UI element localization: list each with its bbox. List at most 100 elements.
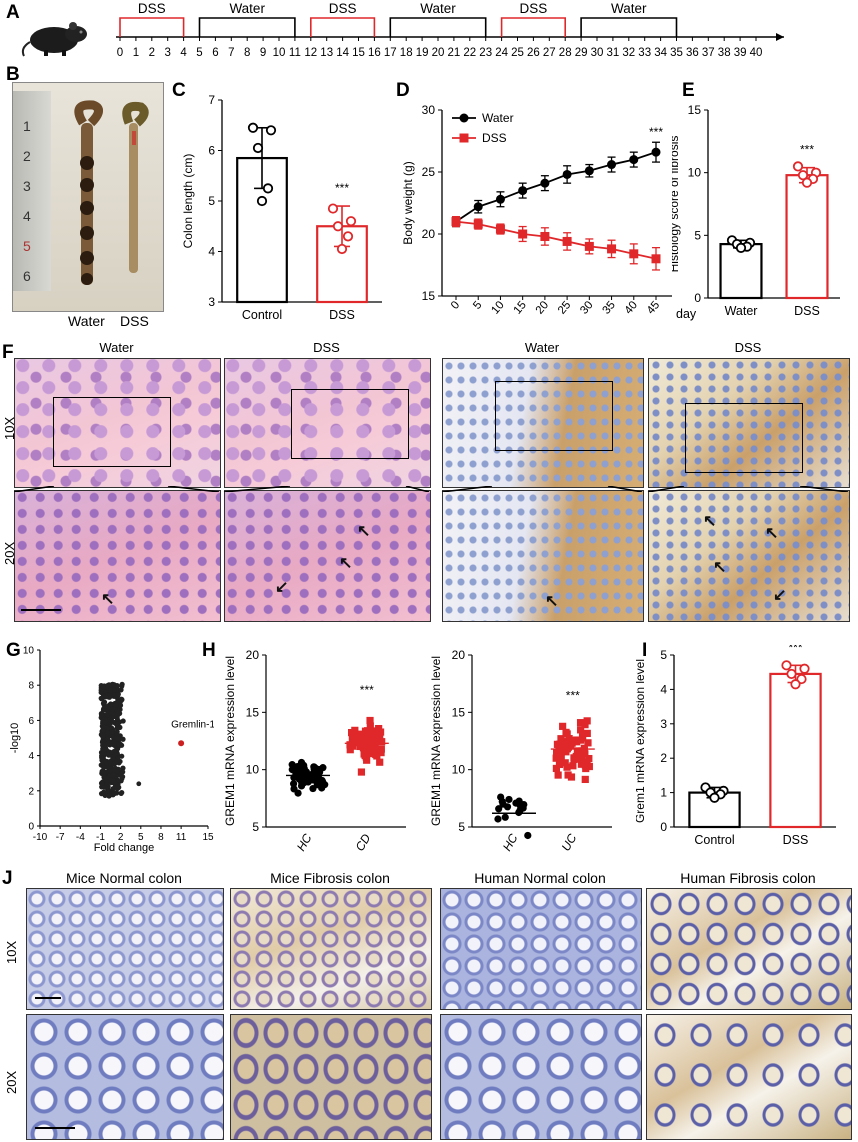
mice-normal-10x bbox=[26, 888, 224, 1010]
data-point bbox=[111, 682, 117, 688]
chart-grem1-dss: 0 1 2 3 4 5 Grem1 mRNA expression level Control… bbox=[636, 645, 836, 847]
arrow-icon: ↙ bbox=[773, 587, 787, 604]
day-label: 40 bbox=[750, 47, 763, 59]
highlight-label: Gremlin-1 bbox=[171, 719, 214, 730]
data-point bbox=[515, 808, 523, 817]
period-label: DSS bbox=[138, 1, 166, 16]
data-point bbox=[569, 762, 577, 770]
period-label: DSS bbox=[329, 1, 357, 16]
data-point bbox=[262, 183, 274, 194]
y-tick-label: 6 bbox=[208, 144, 215, 158]
data-point bbox=[562, 169, 572, 179]
data-point bbox=[578, 747, 586, 755]
data-point bbox=[118, 778, 124, 784]
data-point bbox=[312, 765, 320, 773]
data-point bbox=[110, 772, 116, 778]
data-point bbox=[111, 687, 117, 693]
data-point bbox=[578, 755, 586, 763]
day-label: 31 bbox=[607, 47, 620, 59]
day-label: 0 bbox=[117, 47, 123, 59]
data-point bbox=[574, 751, 583, 759]
arrow-icon: ↖ bbox=[357, 523, 371, 540]
x-tick-label: HC bbox=[500, 831, 521, 853]
data-point bbox=[115, 724, 121, 730]
panel-label-j: J bbox=[2, 868, 13, 889]
data-point bbox=[519, 804, 527, 812]
y-tick-label: 0 bbox=[660, 820, 667, 834]
scale-bar bbox=[35, 1127, 75, 1129]
day-label: 16 bbox=[368, 47, 381, 59]
x-tick-label: Control bbox=[694, 833, 734, 847]
day-label: 39 bbox=[734, 47, 747, 59]
data-point bbox=[106, 792, 113, 799]
data-point bbox=[494, 815, 502, 823]
data-point bbox=[374, 728, 382, 736]
he-dss-20x: ↖ ↖ ↙ bbox=[224, 490, 431, 622]
series-line bbox=[455, 151, 657, 223]
day-label: 28 bbox=[559, 47, 572, 59]
day-label: 5 bbox=[196, 47, 202, 59]
data-point bbox=[116, 784, 122, 790]
day-label: 6 bbox=[212, 47, 218, 59]
arrowhead-icon bbox=[776, 33, 784, 41]
data-point bbox=[117, 741, 124, 748]
data-point bbox=[103, 776, 109, 782]
data-point bbox=[495, 805, 503, 813]
y-tick-label: 20 bbox=[452, 648, 466, 662]
data-point bbox=[103, 704, 110, 710]
y-tick-label: 10 bbox=[23, 646, 35, 657]
day-label: 8 bbox=[244, 47, 250, 59]
x-axis-unit: day bbox=[676, 307, 697, 321]
data-point bbox=[583, 717, 591, 725]
x-tick-label: 8 bbox=[158, 832, 164, 843]
day-label: 23 bbox=[479, 47, 492, 59]
data-point bbox=[368, 727, 376, 735]
panel-label-g: G bbox=[6, 640, 21, 661]
x-axis-label: Fold change bbox=[94, 842, 155, 854]
data-point bbox=[651, 147, 661, 157]
data-point bbox=[351, 726, 359, 734]
period-label: DSS bbox=[520, 1, 548, 16]
arrow-icon: ↖ bbox=[339, 555, 353, 572]
y-tick-label: 10 bbox=[688, 166, 702, 180]
chart-grem1-cd: 5 10 15 20 GREM1 mRNA expression level HC CD **… bbox=[223, 648, 406, 854]
y-tick-label: 20 bbox=[422, 227, 436, 241]
x-tick-label: Control bbox=[242, 308, 282, 322]
arrow-icon: ↙ bbox=[275, 579, 289, 596]
day-label: 17 bbox=[384, 47, 397, 59]
y-tick-label: 2 bbox=[660, 751, 667, 765]
y-tick-label: 15 bbox=[246, 705, 260, 719]
y-tick-label: 5 bbox=[208, 194, 215, 208]
data-point bbox=[98, 687, 104, 693]
data-point bbox=[585, 754, 593, 763]
y-tick-label: 5 bbox=[458, 820, 465, 834]
panel-label-a: A bbox=[6, 2, 20, 23]
colon-label-water: Water bbox=[68, 313, 105, 329]
data-point bbox=[110, 719, 116, 725]
j-title-human-fibrosis: Human Fibrosis colon bbox=[680, 870, 816, 886]
x-tick-label: 0 bbox=[449, 299, 462, 312]
x-tick-label: 5 bbox=[471, 299, 484, 312]
data-point bbox=[252, 142, 264, 154]
x-tick-label: 20 bbox=[534, 299, 551, 317]
f-title-he-water: Water bbox=[99, 340, 134, 355]
y-tick-label: 5 bbox=[694, 228, 701, 242]
data-point bbox=[99, 712, 105, 718]
data-point bbox=[247, 122, 259, 133]
data-point bbox=[584, 166, 594, 176]
data-point bbox=[119, 753, 125, 759]
data-point bbox=[120, 769, 126, 775]
data-point bbox=[297, 782, 306, 790]
data-point bbox=[361, 735, 369, 743]
mice-fibrosis-20x bbox=[230, 1014, 432, 1140]
data-point bbox=[104, 764, 110, 770]
data-point bbox=[582, 764, 590, 773]
data-point bbox=[573, 747, 582, 755]
y-axis-label: Colon length (cm) bbox=[181, 154, 195, 249]
y-tick-label: 0 bbox=[694, 291, 701, 305]
period-bracket bbox=[119, 17, 185, 37]
highlight-point bbox=[178, 740, 185, 747]
data-point bbox=[473, 219, 483, 229]
x-tick-label: 25 bbox=[556, 299, 573, 317]
